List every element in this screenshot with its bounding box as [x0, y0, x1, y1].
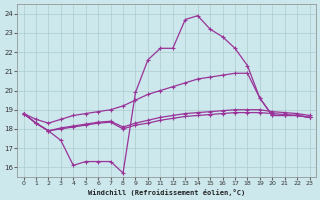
X-axis label: Windchill (Refroidissement éolien,°C): Windchill (Refroidissement éolien,°C)	[88, 189, 245, 196]
